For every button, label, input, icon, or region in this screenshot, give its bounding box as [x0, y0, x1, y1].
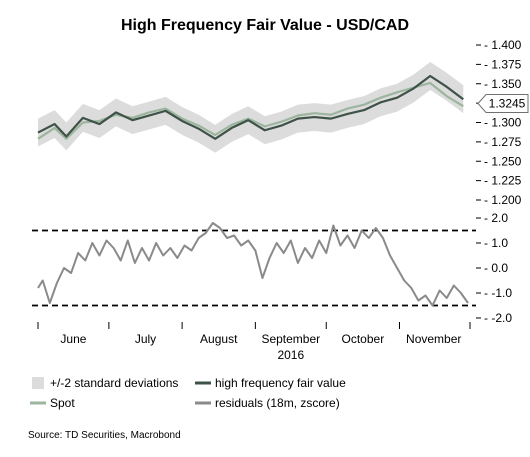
residuals-line: [37, 222, 469, 307]
hf-fair-value-line: [37, 74, 464, 140]
y-tick-label-upper: - 1.200: [484, 193, 522, 207]
legend: +/-2 standard deviations high frequency f…: [30, 376, 346, 410]
chart-title: High Frequency Fair Value - USD/CAD: [121, 17, 409, 34]
x-month-label: July: [135, 332, 156, 346]
x-month-label: October: [342, 332, 385, 346]
x-year-label: 2016: [277, 348, 304, 362]
legend-item: Spot: [30, 396, 75, 410]
source-note: Source: TD Securities, Macrobond: [28, 430, 181, 441]
x-month-label: June: [60, 332, 86, 346]
x-axis: June July August September October November 20…: [37, 322, 471, 362]
x-month-label: August: [200, 332, 238, 346]
lower-panel: - 2.0 - 1.0 - 0.0 - -1.0 - -2.0: [32, 211, 512, 325]
legend-label: residuals (18m, zscore): [215, 396, 340, 410]
callout-box: [477, 94, 529, 114]
x-month-label: September: [261, 332, 320, 346]
callout-value: 1.3245: [489, 97, 526, 111]
legend-item: +/-2 standard deviations: [32, 376, 178, 390]
legend-swatch: [32, 377, 44, 389]
upper-panel: - 1.400- 1.375- 1.350- 1.325- 1.300- 1.2…: [37, 38, 529, 207]
y-tick-label-lower: - -2.0: [484, 311, 512, 325]
y-tick-label-lower: - 2.0: [484, 211, 508, 225]
std-dev-band: [38, 62, 464, 153]
y-tick-label-upper: - 1.300: [484, 116, 522, 130]
y-tick-label-upper: - 1.225: [484, 174, 522, 188]
legend-item: high frequency fair value: [195, 376, 346, 390]
legend-label: Spot: [50, 396, 75, 410]
y-tick-label-upper: - 1.250: [484, 154, 522, 168]
y-tick-label-upper: - 1.375: [484, 57, 522, 71]
legend-item: residuals (18m, zscore): [195, 396, 340, 410]
y-tick-label-lower: - 0.0: [484, 261, 508, 275]
y-tick-label-upper: - 1.400: [484, 38, 522, 52]
last-value-callout: 1.3245: [477, 94, 529, 114]
y-tick-label-lower: - 1.0: [484, 236, 508, 250]
legend-label: high frequency fair value: [215, 376, 346, 390]
legend-label: +/-2 standard deviations: [50, 376, 178, 390]
y-tick-label-lower: - -1.0: [484, 286, 512, 300]
y-tick-label-upper: - 1.350: [484, 77, 522, 91]
x-month-label: November: [406, 332, 461, 346]
y-tick-label-upper: - 1.275: [484, 135, 522, 149]
